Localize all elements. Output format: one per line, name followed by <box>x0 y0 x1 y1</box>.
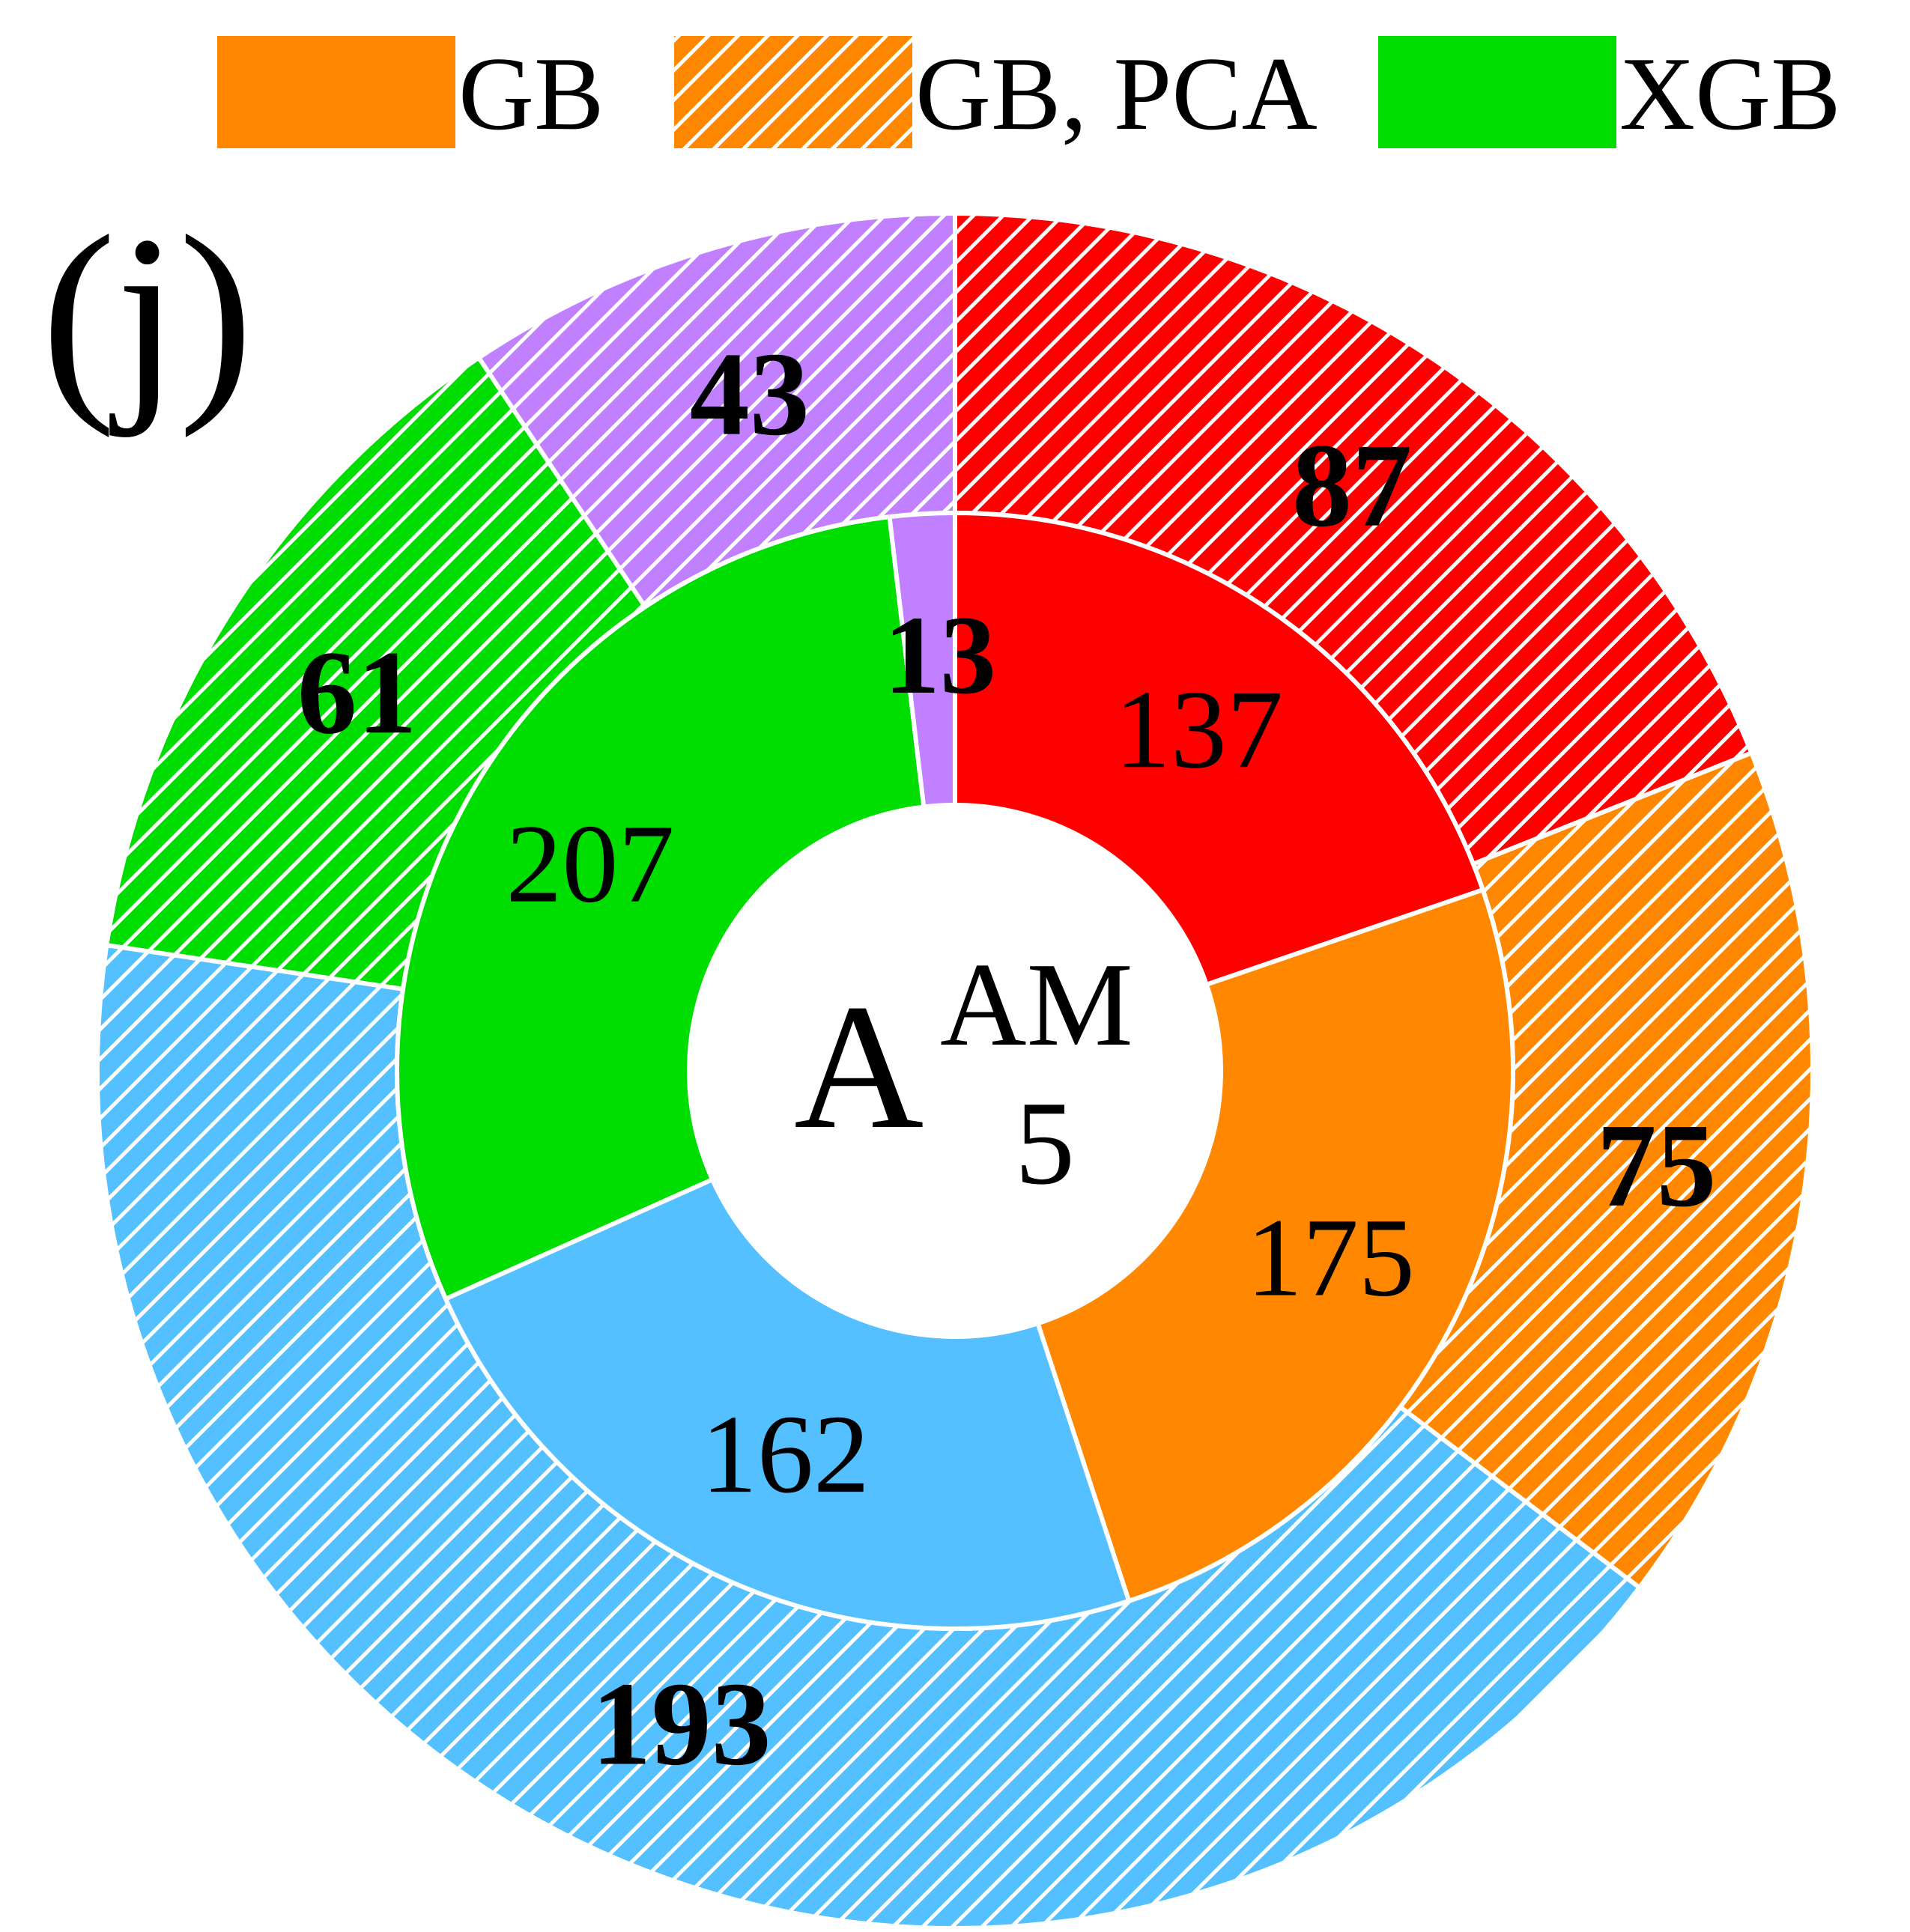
center-label-superscript: AM <box>940 938 1133 1071</box>
legend-label-xgb: XGB <box>1619 36 1841 152</box>
inner-slice-175 <box>1034 887 1515 1604</box>
panel-label: (j) <box>41 189 253 439</box>
inner-slice-label-175: 175 <box>1246 1195 1415 1319</box>
outer-slice-label-87: 87 <box>1292 419 1412 552</box>
legend-label-gb-pca: GB, PCA <box>915 36 1318 152</box>
inner-slice-label-207: 207 <box>506 802 674 926</box>
legend-swatch-gb <box>217 36 455 148</box>
center-label: A AM 5 <box>794 938 1133 1209</box>
center-label-main: A <box>794 967 924 1166</box>
inner-slice-label-162: 162 <box>701 1392 870 1516</box>
inner-slice-label-13: 13 <box>884 593 996 717</box>
center-label-subscript: 5 <box>1015 1076 1075 1209</box>
legend-swatch-xgb <box>1378 36 1616 148</box>
inner-slice-162 <box>443 1176 1132 1631</box>
outer-ring <box>94 210 1815 1931</box>
outer-slice-label-75: 75 <box>1597 1099 1717 1232</box>
inner-slice-label-137: 137 <box>1115 667 1283 792</box>
legend-swatch-gb-pca <box>674 36 912 148</box>
outer-slice-label-61: 61 <box>297 625 417 759</box>
legend: GB GB, PCA XGB <box>217 36 1841 152</box>
inner-slice-13 <box>887 510 957 809</box>
slice-labels: 87 75 193 61 43 137 175 162 207 13 <box>297 327 1717 1790</box>
outer-slice-label-193: 193 <box>592 1657 771 1790</box>
inner-slice-137 <box>953 510 1486 988</box>
inner-slice-207 <box>395 514 927 1302</box>
legend-label-gb: GB <box>458 36 604 152</box>
inner-ring <box>395 510 1515 1631</box>
outer-slice-label-43: 43 <box>690 327 810 461</box>
